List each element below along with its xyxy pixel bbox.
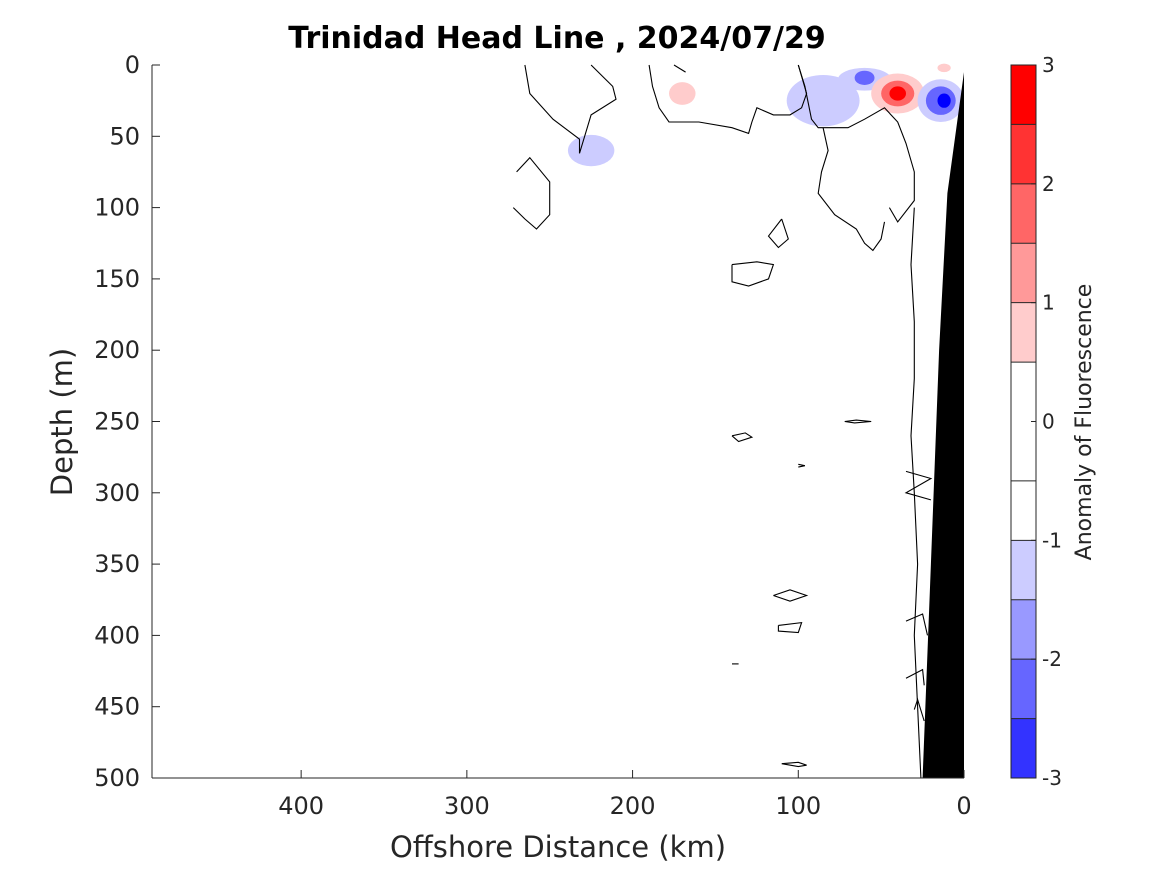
x-tick-label-300: 300: [444, 792, 490, 820]
contour-line-11: [798, 463, 806, 468]
contour-line-16: [905, 613, 929, 636]
y-tick-label-350: 350: [94, 550, 140, 578]
contour-line-10: [844, 419, 872, 424]
plot-background: [152, 65, 964, 778]
colorbar-tick-label-3: 3: [1042, 53, 1055, 77]
y-tick-label-0: 0: [125, 51, 140, 79]
seafloor-shape: [922, 72, 964, 779]
y-ticks: 0 50 100 150 200 250 300 350 400 450 500: [94, 51, 160, 792]
contour-line-12: [904, 470, 933, 501]
plot-axes: 400 300 200 100 0 0 50 100 150 200 250 300 350 400 45…: [94, 51, 971, 820]
colorbar-band-9: [1011, 183, 1036, 244]
chart-title: Trinidad Head Line , 2024/07/29: [288, 21, 825, 56]
contour-line-14: [777, 621, 803, 634]
contour-line-1: [512, 156, 551, 230]
y-tick-label-500: 500: [94, 764, 140, 792]
contour-line-3: [673, 64, 686, 73]
x-tick-label-400: 400: [278, 792, 324, 820]
x-tick-label-200: 200: [610, 792, 656, 820]
contour-line-5: [817, 127, 886, 252]
plot-area: [152, 63, 964, 779]
colorbar-bands: [1011, 65, 1036, 779]
colorbar-tick-label-1: 1: [1042, 291, 1055, 315]
y-tick-label-450: 450: [94, 693, 140, 721]
colorbar-tick-label-0: 0: [1042, 410, 1055, 434]
anomaly-patch-7: [889, 86, 906, 101]
contour-line-0: [524, 64, 617, 154]
zero-contour-lines: [512, 64, 933, 779]
colorbar-label: Anomaly of Fluorescence: [1072, 284, 1097, 561]
anomaly-patch-1: [567, 134, 615, 167]
y-tick-label-300: 300: [94, 479, 140, 507]
colorbar-band-4: [1011, 540, 1036, 600]
x-tick-label-100: 100: [775, 792, 821, 820]
y-tick-label-150: 150: [94, 265, 140, 293]
colorbar-band-3: [1011, 599, 1036, 660]
y-tick-label-50: 50: [109, 122, 140, 150]
anomaly-patch-11: [937, 63, 951, 73]
y-axis-label: Depth (m): [45, 348, 79, 496]
colorbar-tick-label--1: -1: [1042, 528, 1062, 552]
colorbar-band-5: [1011, 480, 1036, 541]
x-ticks: 400 300 200 100 0: [278, 770, 972, 820]
anomaly-patch-4: [854, 70, 875, 85]
colorbar-band-11: [1011, 65, 1036, 125]
y-tick-label-100: 100: [94, 194, 140, 222]
anomaly-patches: [567, 63, 964, 167]
bathymetry: [922, 72, 964, 779]
colorbar-band-8: [1011, 243, 1036, 303]
contour-line-4: [797, 64, 915, 223]
contour-line-7: [731, 261, 775, 287]
contour-line-2: [648, 64, 808, 135]
colorbar-band-2: [1011, 659, 1036, 719]
anomaly-patch-10: [937, 93, 951, 108]
contour-line-9: [731, 432, 754, 443]
y-tick-label-400: 400: [94, 621, 140, 649]
colorbar-ticks: 3 2 1 0 -1 -2 -3: [1031, 53, 1062, 790]
colorbar-band-10: [1011, 124, 1036, 184]
colorbar-band-7: [1011, 302, 1036, 363]
anomaly-patch-0: [669, 82, 696, 105]
contour-line-19: [781, 761, 807, 768]
contour-line-6: [767, 218, 789, 249]
contour-line-13: [773, 589, 809, 602]
colorbar-tick-label--3: -3: [1042, 766, 1062, 790]
colorbar-tick-label--2: -2: [1042, 647, 1062, 671]
y-tick-label-200: 200: [94, 336, 140, 364]
colorbar: 3 2 1 0 -1 -2 -3 Anomaly of Fluorescence: [1010, 53, 1097, 790]
x-axis-label: Offshore Distance (km): [390, 830, 726, 864]
colorbar-band-1: [1011, 718, 1036, 778]
x-tick-label-0: 0: [956, 792, 971, 820]
colorbar-tick-label-2: 2: [1042, 172, 1055, 196]
contour-line-17: [905, 668, 925, 686]
contour-line-18: [913, 697, 925, 722]
y-tick-label-250: 250: [94, 408, 140, 436]
contour-line-8: [910, 207, 922, 779]
